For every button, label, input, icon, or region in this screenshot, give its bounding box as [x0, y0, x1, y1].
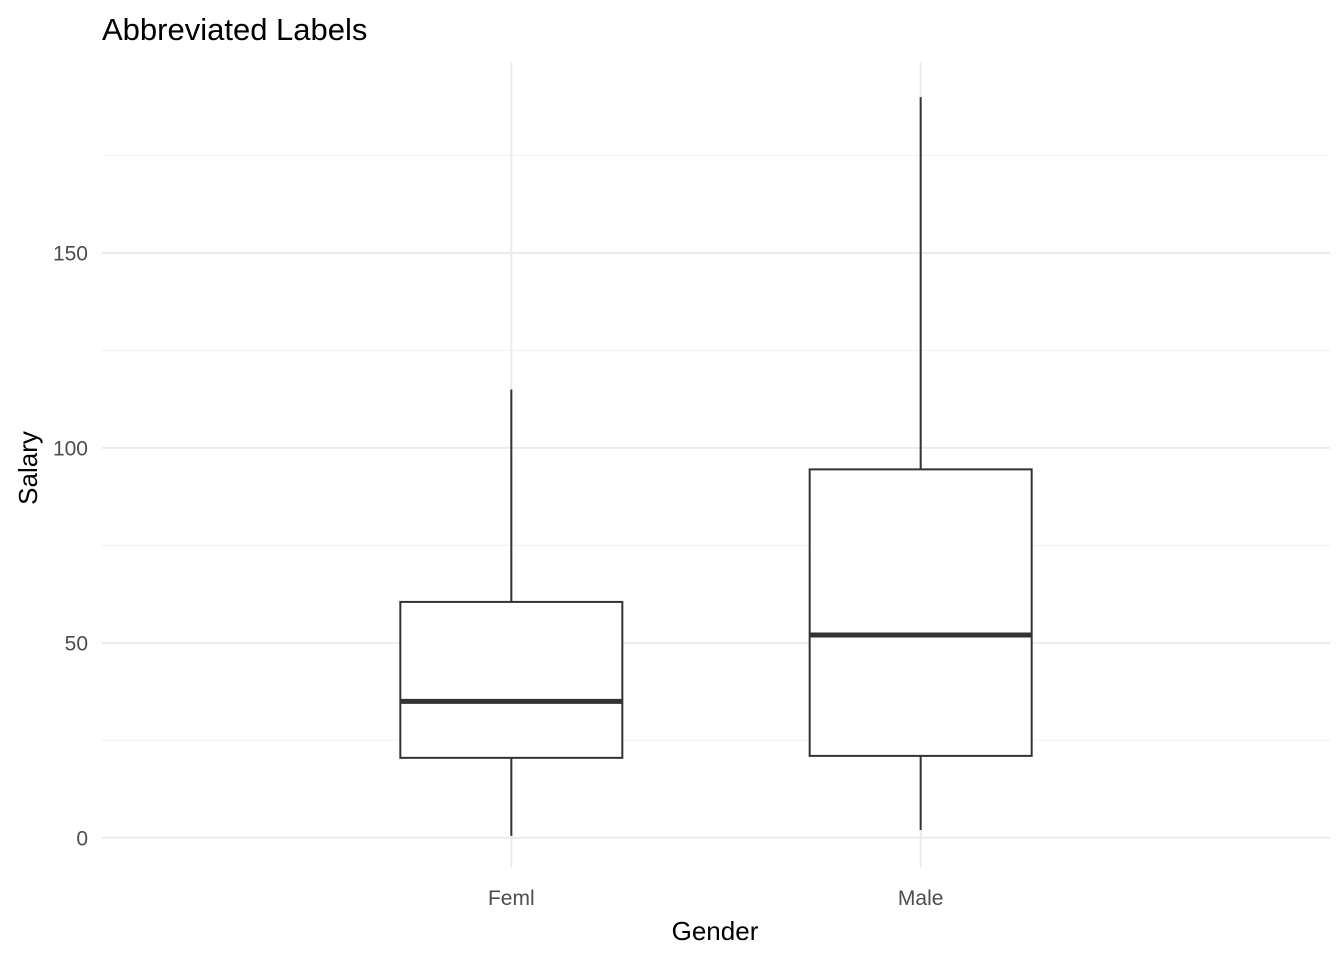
minor-gridlines [102, 154, 1330, 741]
x-axis-tick-labels: Feml Male [488, 887, 943, 910]
y-axis-tick-labels: 0 50 100 150 [53, 243, 88, 851]
boxplot-male [808, 97, 1033, 830]
y-tick-label: 0 [76, 827, 88, 850]
box-iqr [399, 600, 624, 759]
boxplots [399, 97, 1033, 836]
chart-title: Abbreviated Labels [102, 12, 367, 47]
y-tick-label: 50 [65, 632, 88, 655]
x-tick-label: Male [898, 887, 944, 910]
box-iqr [808, 468, 1033, 757]
x-tick-label: Feml [488, 887, 535, 910]
boxplot-feml [399, 389, 624, 836]
x-axis-title: Gender [672, 916, 759, 946]
y-tick-label: 100 [53, 437, 88, 460]
major-gridlines [102, 62, 1330, 867]
y-tick-label: 150 [53, 243, 88, 266]
y-axis-title: Salary [13, 431, 43, 505]
